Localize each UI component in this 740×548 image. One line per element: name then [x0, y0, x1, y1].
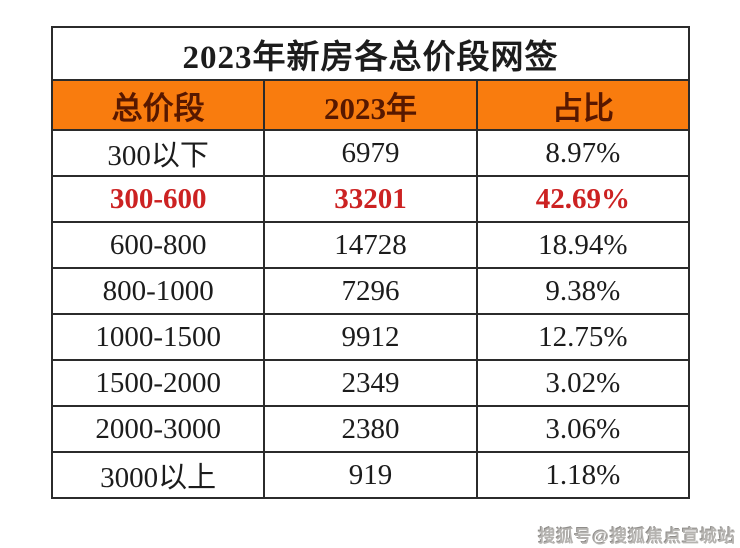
table-row: 1000-1500 9912 12.75%: [50, 313, 691, 361]
table-row: 1500-2000 2349 3.02%: [50, 359, 691, 407]
cell-price-band: 2000-3000: [50, 405, 266, 453]
cell-count: 6979: [263, 129, 478, 177]
cell-share: 1.18%: [475, 451, 691, 499]
column-header-year: 2023年: [263, 79, 478, 131]
cell-share: 9.38%: [475, 267, 691, 315]
cell-count: 14728: [263, 221, 478, 269]
table-row-highlighted: 300-600 33201 42.69%: [50, 175, 691, 223]
cell-share: 8.97%: [475, 129, 691, 177]
table-header-row: 总价段 2023年 占比: [50, 79, 691, 131]
cell-price-band: 3000以上: [50, 451, 266, 499]
table-row: 300以下 6979 8.97%: [50, 129, 691, 177]
table-title-row: 2023年新房各总价段网签: [51, 26, 690, 81]
watermark-sohu: 搜狐号@搜狐焦点宣城站: [538, 527, 736, 546]
cell-share: 18.94%: [475, 221, 691, 269]
cell-count: 9912: [263, 313, 478, 361]
column-header-price-band: 总价段: [50, 79, 266, 131]
cell-count: 919: [263, 451, 478, 499]
table-row: 600-800 14728 18.94%: [50, 221, 691, 269]
cell-count: 33201: [263, 175, 478, 223]
page-title: 2023年新房各总价段网签: [51, 26, 690, 81]
table-row: 3000以上 919 1.18%: [50, 451, 691, 499]
cell-share: 42.69%: [475, 175, 691, 223]
cell-price-band: 300以下: [50, 129, 266, 177]
cell-price-band: 1500-2000: [50, 359, 266, 407]
table-row: 2000-3000 2380 3.06%: [50, 405, 691, 453]
table-row: 800-1000 7296 9.38%: [50, 267, 691, 315]
cell-price-band: 300-600: [50, 175, 266, 223]
cell-count: 2380: [263, 405, 478, 453]
price-band-table: 2023年新房各总价段网签 总价段 2023年 占比 300以下 6979 8.…: [50, 26, 691, 499]
cell-count: 7296: [263, 267, 478, 315]
cell-price-band: 800-1000: [50, 267, 266, 315]
cell-share: 3.02%: [475, 359, 691, 407]
cell-price-band: 600-800: [50, 221, 266, 269]
cell-share: 3.06%: [475, 405, 691, 453]
cell-count: 2349: [263, 359, 478, 407]
cell-price-band: 1000-1500: [50, 313, 266, 361]
column-header-share: 占比: [475, 79, 691, 131]
cell-share: 12.75%: [475, 313, 691, 361]
